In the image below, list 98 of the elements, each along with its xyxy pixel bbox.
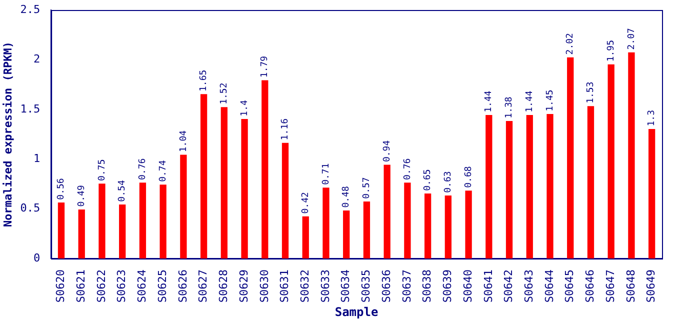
bar <box>587 106 594 258</box>
y-axis-title: Normalized expression (RPKM) <box>1 42 14 227</box>
data-label: 1.79 <box>260 56 270 78</box>
x-tick-label: S0631 <box>278 269 292 303</box>
bar <box>546 114 554 258</box>
x-tick-label: S0623 <box>115 269 128 303</box>
bar <box>78 209 85 258</box>
x-tick-label: S0647 <box>604 269 617 303</box>
data-label: 1.53 <box>586 82 596 104</box>
bar <box>302 216 309 258</box>
x-tick-label: S0635 <box>360 269 373 303</box>
bar <box>424 194 432 258</box>
data-label: 0.56 <box>56 178 67 200</box>
data-label: 0.48 <box>342 186 352 208</box>
y-tick-label: 1 <box>33 152 40 165</box>
data-label: 1.65 <box>199 70 210 92</box>
data-label: 1.44 <box>524 90 535 112</box>
data-label: 0.71 <box>321 163 332 185</box>
data-label: 0.94 <box>382 140 392 162</box>
bar <box>648 128 656 258</box>
x-tick-label: S0637 <box>400 269 414 303</box>
bar <box>282 142 289 258</box>
x-tick-label: S0638 <box>420 269 434 303</box>
data-label: 1.38 <box>504 96 515 118</box>
data-label: 2.02 <box>566 33 576 55</box>
x-tick-label: S0645 <box>563 269 576 303</box>
x-tick-label: S0625 <box>156 269 169 303</box>
bar <box>608 64 614 258</box>
x-tick-label: S0624 <box>136 269 149 303</box>
x-tick-label: S0622 <box>94 269 108 303</box>
bar <box>486 115 492 258</box>
x-tick-label: S0628 <box>217 269 230 303</box>
bar <box>98 184 106 258</box>
bar <box>262 80 268 258</box>
data-label: 1.04 <box>178 130 189 152</box>
data-label: 0.42 <box>300 192 311 214</box>
x-tick-label: S0626 <box>176 269 190 303</box>
x-tick-label: S0629 <box>237 269 250 303</box>
bar <box>58 202 65 258</box>
data-label: 0.65 <box>423 169 434 191</box>
x-tick-label: S0641 <box>482 269 495 303</box>
y-tick-label: 2 <box>33 52 40 66</box>
data-label: 0.75 <box>97 159 108 181</box>
data-label: 1.3 <box>647 110 658 126</box>
y-tick-label: 0 <box>33 251 40 264</box>
data-label: 0.76 <box>402 158 413 180</box>
x-tick-label: S0639 <box>441 269 454 303</box>
x-tick-label: S0648 <box>624 269 638 303</box>
bar <box>526 115 533 258</box>
bar <box>200 94 208 258</box>
data-label: 0.54 <box>118 180 128 202</box>
x-tick-label: S0636 <box>380 269 393 303</box>
bar <box>119 204 126 258</box>
bar <box>384 164 390 258</box>
x-tick-label: S0621 <box>74 269 88 303</box>
bar <box>160 184 166 258</box>
x-tick-label: S0646 <box>584 269 597 303</box>
data-label: 1.52 <box>220 82 230 104</box>
bar <box>343 210 350 258</box>
x-tick-label: S0640 <box>461 269 474 303</box>
data-label: 0.49 <box>76 185 87 207</box>
bar <box>465 190 472 258</box>
x-tick-label: S0632 <box>298 269 312 303</box>
bar <box>180 154 187 258</box>
data-label: 1.44 <box>484 90 494 112</box>
bar <box>404 182 411 258</box>
x-tick-label: S0644 <box>542 269 556 303</box>
x-tick-label: S0634 <box>339 269 352 303</box>
data-label: 1.95 <box>606 40 616 62</box>
bar <box>363 202 370 258</box>
data-label: 0.68 <box>464 166 474 188</box>
data-label: 1.4 <box>240 100 250 116</box>
x-tick-label: S0642 <box>502 269 516 303</box>
y-tick-label: 2.5 <box>20 2 40 16</box>
x-tick-label: S0633 <box>318 269 332 303</box>
bar <box>241 119 248 258</box>
data-label: 1.45 <box>545 90 556 112</box>
bar <box>139 182 146 258</box>
data-label: 0.63 <box>444 171 454 193</box>
x-tick-label: S0630 <box>258 269 271 303</box>
y-tick-label: 1.5 <box>20 102 40 116</box>
data-label: 0.76 <box>138 158 148 180</box>
bar <box>567 57 574 258</box>
data-label: 2.07 <box>626 28 637 50</box>
x-tick-label: S0620 <box>54 269 68 303</box>
data-label: 0.57 <box>362 177 372 199</box>
bar <box>506 120 513 258</box>
x-tick-label: S0643 <box>522 269 536 303</box>
bar <box>628 52 635 258</box>
x-axis-title: Sample <box>334 304 378 319</box>
bar <box>444 196 452 258</box>
data-label: 1.16 <box>280 118 291 140</box>
x-tick-label: S0627 <box>196 269 210 303</box>
x-tick-label: S0649 <box>644 269 658 303</box>
bar <box>220 107 228 258</box>
y-tick-label: 0.5 <box>20 202 40 215</box>
data-label: 0.74 <box>158 160 168 182</box>
bar <box>322 188 330 258</box>
